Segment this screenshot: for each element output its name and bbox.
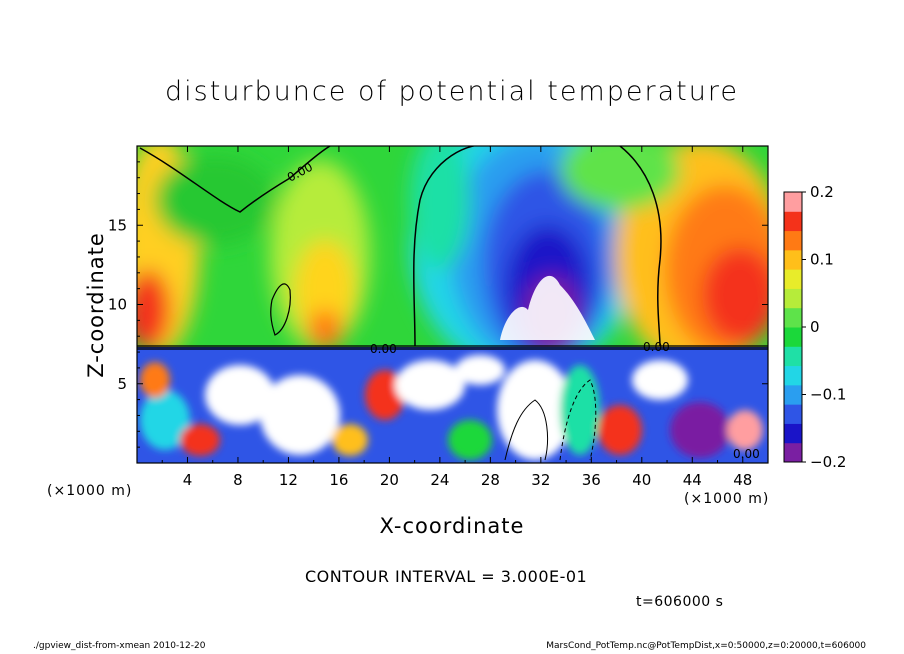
colorbar-segment — [784, 211, 802, 232]
x-tick-label: 32 — [531, 471, 550, 489]
x-tick-label: 12 — [279, 471, 298, 489]
x-tick-label: 16 — [329, 471, 348, 489]
colorbar-segment — [784, 404, 802, 424]
colorbar-segment — [784, 230, 802, 251]
colorbar-segment — [784, 365, 802, 386]
x-tick-label: 40 — [632, 471, 651, 489]
x-tick-label: 8 — [233, 471, 243, 489]
x-unit-label-right: (×1000 m) — [684, 491, 770, 507]
colorbar-segment — [784, 346, 802, 367]
colorbar-segment — [784, 384, 802, 405]
colorbar-segment — [784, 269, 802, 289]
colorbar-tick-label: 0 — [810, 318, 820, 336]
footer-source: MarsCond_PotTemp.nc@PotTempDist,x=0:5000… — [546, 641, 866, 651]
colorbar-tick-label: 0.2 — [810, 183, 834, 201]
footer-command: ./gpview_dist-from-xmean 2010-12-20 — [33, 641, 206, 651]
y-tick-label: 5 — [117, 375, 127, 393]
x-tick-label: 48 — [733, 471, 752, 489]
y-axis: 5 10 15 — [108, 161, 768, 448]
colorbar-segment — [784, 307, 802, 328]
contour-label: 0.00 — [733, 447, 760, 461]
colorbar-tick-label: −0.2 — [810, 453, 846, 471]
x-axis: 4 8 12 16 20 24 28 32 36 40 44 48 — [161, 146, 752, 489]
time-label: t=606000 s — [636, 594, 724, 610]
chart-title: disturbunce of potential temperature — [165, 76, 739, 107]
x-tick-label: 24 — [430, 471, 449, 489]
contour-label: 0.00 — [370, 342, 397, 356]
colorbar: 0.2 0.1 0 −0.1 −0.2 — [783, 183, 846, 471]
colorbar-tick-label: 0.1 — [810, 251, 834, 269]
x-tick-label: 28 — [481, 471, 500, 489]
colorbar-segment — [784, 192, 802, 212]
x-tick-label: 4 — [183, 471, 193, 489]
x-tick-label: 44 — [683, 471, 702, 489]
colorbar-segment — [784, 327, 802, 347]
y-tick-label: 10 — [108, 296, 127, 314]
colorbar-segment — [784, 249, 802, 270]
colorbar-segment — [784, 288, 802, 309]
colorbar-tick-label: −0.1 — [810, 386, 846, 404]
colorbar-segment — [784, 423, 802, 444]
x-tick-label: 20 — [380, 471, 399, 489]
contour-label: 0.00 — [643, 340, 670, 354]
x-unit-label-left: (×1000 m) — [47, 483, 133, 499]
y-tick-label: 15 — [108, 216, 127, 234]
colorbar-segment — [784, 442, 802, 463]
heatmap-field — [137, 146, 768, 463]
x-tick-label: 36 — [582, 471, 601, 489]
x-axis-label: X-coordinate — [379, 514, 525, 538]
contour-interval-note: CONTOUR INTERVAL = 3.000E-01 — [305, 567, 588, 586]
